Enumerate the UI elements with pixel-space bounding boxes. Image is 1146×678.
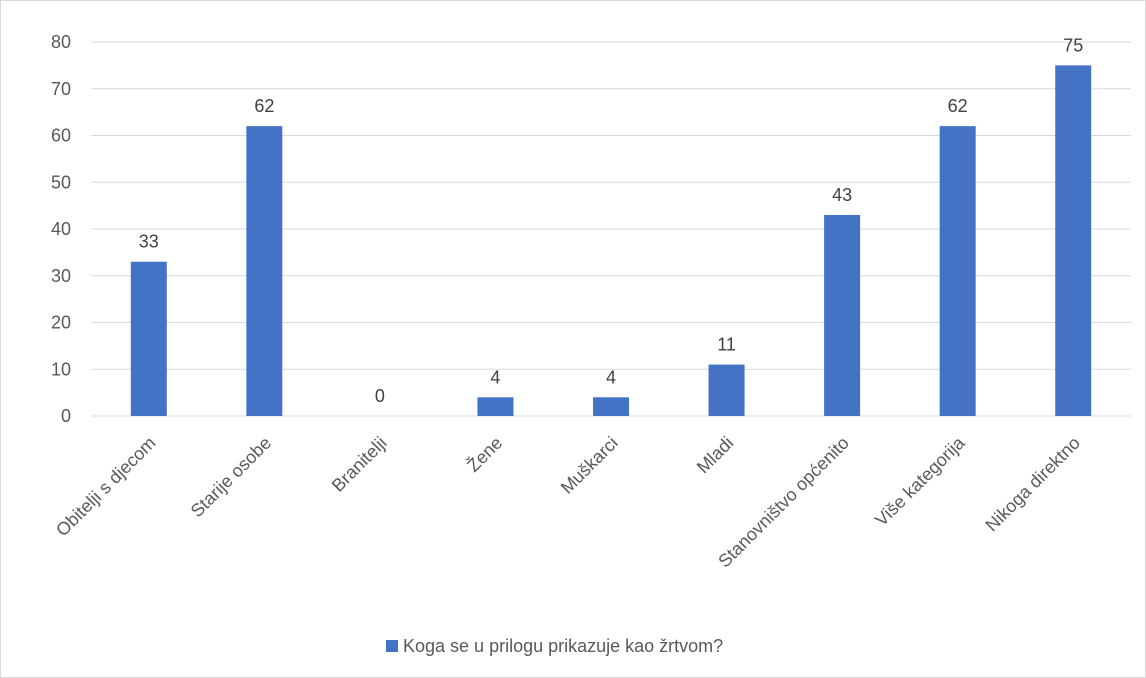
bar <box>708 364 745 416</box>
category-label: Mladi <box>693 433 738 478</box>
data-label: 62 <box>948 96 968 116</box>
y-tick-label: 50 <box>51 172 71 192</box>
bar <box>939 126 976 417</box>
bar <box>246 126 283 417</box>
bar <box>130 261 167 416</box>
bar <box>477 397 514 416</box>
data-label: 62 <box>254 96 274 116</box>
bar <box>1055 65 1092 416</box>
y-tick-label: 40 <box>51 219 71 239</box>
y-tick-label: 60 <box>51 126 71 146</box>
category-label: Više kategorija <box>871 432 969 530</box>
category-label: Nikoga direktno <box>981 433 1084 536</box>
legend-swatch <box>386 640 398 652</box>
category-label: Muškarci <box>557 433 622 498</box>
data-label: 75 <box>1063 35 1083 55</box>
data-label: 4 <box>606 367 616 387</box>
category-label: Obitelji s djecom <box>52 433 160 541</box>
data-label: 0 <box>375 386 385 406</box>
category-label: Branitelji <box>328 433 391 496</box>
bar <box>593 397 629 416</box>
category-label: Starije osobe <box>187 433 275 521</box>
y-tick-label: 70 <box>51 79 71 99</box>
category-label: Stanovništvo općenito <box>714 433 853 572</box>
data-labels: 33 62 0 4 4 11 43 62 75 <box>139 35 1083 406</box>
y-tick-label: 0 <box>61 406 71 426</box>
y-tick-label: 30 <box>51 266 71 286</box>
y-axis-ticks: 0 10 20 30 40 50 60 70 80 <box>51 32 71 426</box>
data-label: 33 <box>139 232 159 252</box>
legend-label: Koga se u prilogu prikazuje kao žrtvom? <box>403 636 723 656</box>
data-label: 4 <box>490 367 500 387</box>
data-label: 43 <box>832 185 852 205</box>
y-tick-label: 20 <box>51 313 71 333</box>
y-tick-label: 80 <box>51 32 71 52</box>
bar <box>824 214 861 416</box>
data-label: 11 <box>717 335 736 355</box>
y-tick-label: 10 <box>51 359 71 379</box>
category-label: Žene <box>463 433 506 476</box>
legend: Koga se u prilogu prikazuje kao žrtvom? <box>386 636 723 656</box>
x-axis-categories: Obitelji s djecom Starije osobe Branitelji… <box>52 432 1084 571</box>
bars <box>130 65 1092 417</box>
